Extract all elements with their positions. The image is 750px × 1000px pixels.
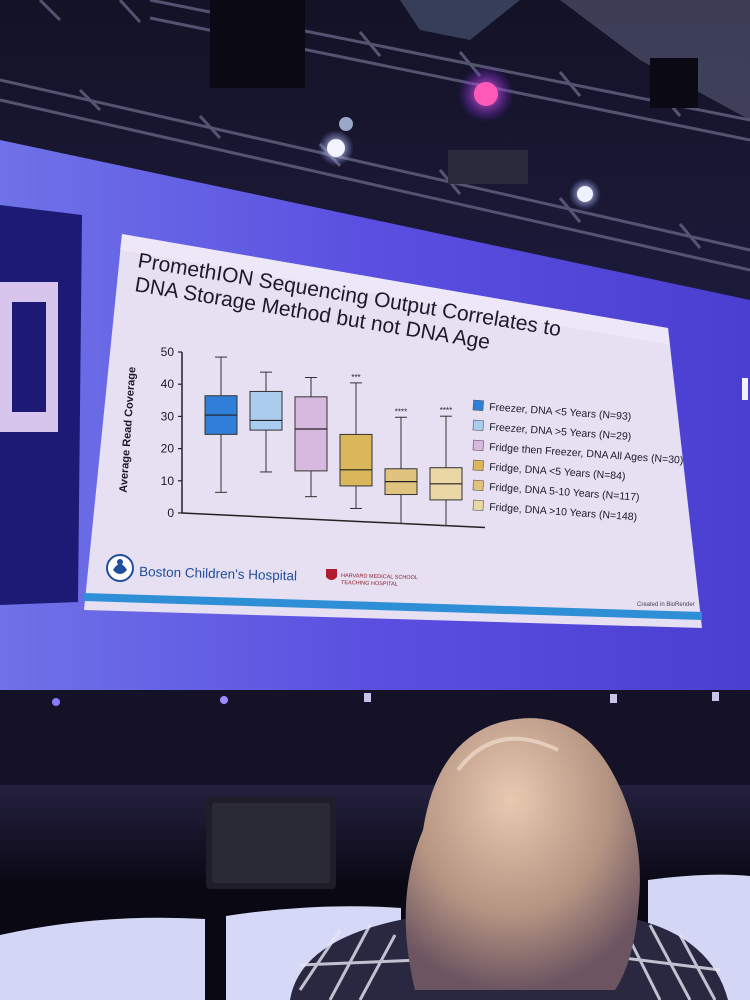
boston-childrens-logo — [106, 554, 134, 582]
legend-swatch — [472, 419, 484, 432]
y-tick-label: 50 — [161, 345, 175, 359]
box-2 — [249, 371, 283, 473]
box-6: **** — [429, 406, 463, 527]
box-3 — [294, 377, 328, 498]
box-4: *** — [339, 373, 373, 509]
significance-marker: *** — [351, 373, 360, 382]
box-iqr — [249, 390, 283, 431]
box-1 — [204, 356, 238, 493]
y-tick-label: 10 — [161, 474, 175, 488]
legend-swatch — [472, 399, 484, 412]
floor-speaker — [206, 797, 336, 889]
harvard-shield-icon — [326, 569, 337, 580]
box-5: **** — [384, 407, 418, 525]
credit-text: Created in BioRender — [637, 602, 695, 608]
y-tick-label: 30 — [161, 409, 175, 423]
affiliation-line2: TEACHING HOSPITAL — [341, 580, 398, 588]
affiliation-line1: HARVARD MEDICAL SCHOOL — [341, 573, 418, 581]
legend-swatch — [472, 499, 484, 512]
significance-marker: **** — [440, 406, 452, 415]
legend-swatch — [472, 459, 484, 472]
box-iqr — [294, 396, 328, 472]
legend-swatch — [472, 439, 484, 452]
legend-swatch — [472, 479, 484, 492]
institution-name: Boston Children's Hospital — [139, 564, 297, 583]
stage-lights — [318, 66, 601, 210]
audience-member — [290, 718, 728, 1000]
x-axis — [181, 512, 486, 529]
y-tick-label: 0 — [167, 506, 174, 520]
y-tick-label: 20 — [161, 442, 175, 456]
box-iqr — [339, 433, 373, 487]
significance-marker: **** — [395, 407, 407, 416]
y-tick-label: 40 — [161, 377, 175, 391]
